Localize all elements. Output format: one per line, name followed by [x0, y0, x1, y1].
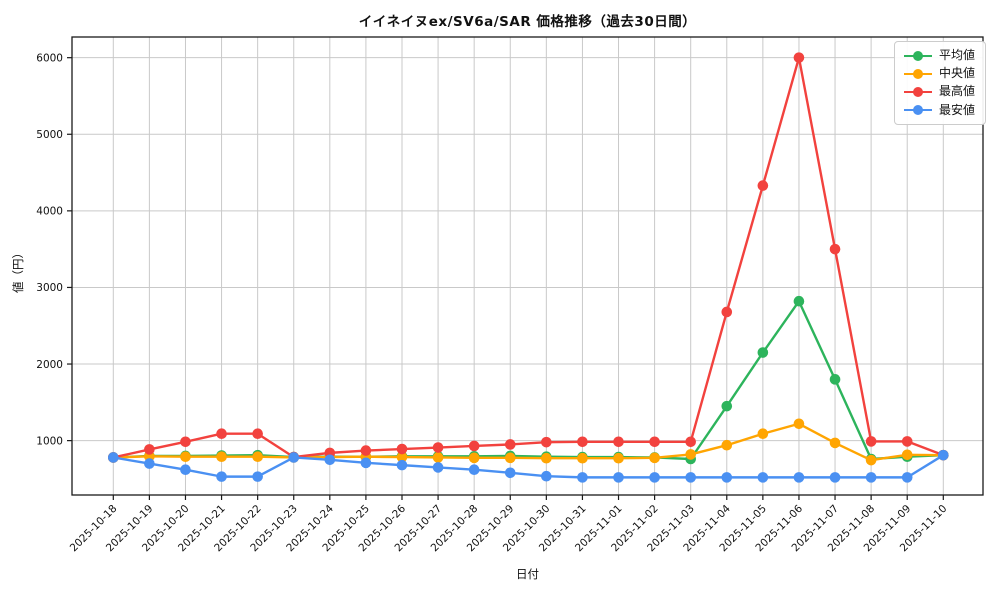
plot-frame	[71, 36, 984, 496]
data-point-lowest	[649, 472, 660, 483]
lowest-line-icon	[903, 105, 932, 116]
data-point-median	[829, 437, 841, 449]
chart-title: イイネイヌex/SV6a/SAR 価格推移（過去30日間）	[358, 14, 697, 30]
data-point-average	[757, 347, 769, 358]
y-tick-label: 3000	[36, 282, 63, 294]
data-point-median	[901, 449, 913, 461]
legend-item-lowest: 最安値	[903, 102, 975, 117]
data-point-highest	[541, 436, 552, 448]
y-tick-label: 6000	[36, 52, 63, 64]
data-point-median	[649, 452, 660, 464]
data-point-lowest	[577, 472, 588, 483]
legend-label-lowest: 最安値	[938, 102, 975, 117]
data-point-median	[180, 451, 191, 463]
data-point-highest	[865, 436, 877, 447]
data-point-median	[685, 449, 696, 460]
data-point-lowest	[829, 472, 841, 483]
legend-item-highest: 最高値	[903, 84, 975, 99]
data-point-median	[577, 452, 588, 464]
data-point-lowest	[288, 452, 300, 463]
data-point-median	[541, 452, 552, 464]
data-point-average	[793, 295, 805, 307]
legend-item-average: 平均値	[903, 48, 975, 62]
data-point-highest	[829, 243, 841, 255]
data-point-lowest	[685, 472, 696, 483]
y-tick-label: 1000	[36, 435, 63, 447]
data-point-median	[613, 452, 624, 464]
y-tick-label: 4000	[36, 206, 63, 218]
series-line-lowest	[112, 453, 945, 479]
data-point-highest	[144, 444, 155, 455]
data-point-lowest	[721, 472, 733, 483]
data-point-median	[252, 451, 263, 463]
legend-label-median: 中央値	[938, 66, 975, 81]
data-point-median	[468, 452, 480, 464]
data-point-lowest	[396, 459, 408, 471]
y-axis-label: 値（円）	[11, 247, 25, 293]
data-point-lowest	[252, 471, 263, 482]
data-point-median	[865, 454, 877, 466]
data-point-lowest	[793, 472, 805, 483]
data-point-lowest	[108, 452, 119, 463]
data-point-highest	[180, 436, 191, 448]
data-point-highest	[504, 439, 516, 450]
data-point-lowest	[216, 471, 227, 482]
data-point-lowest	[613, 472, 624, 483]
median-line-icon	[903, 68, 932, 79]
data-point-lowest	[360, 457, 372, 469]
data-point-median	[757, 428, 769, 440]
legend: 平均値 中央値 最高値 最安値	[893, 41, 986, 125]
data-point-highest	[721, 306, 733, 318]
data-point-highest	[216, 428, 227, 440]
data-point-highest	[685, 436, 696, 448]
data-point-highest	[901, 436, 913, 447]
data-point-highest	[793, 52, 805, 63]
data-point-lowest	[901, 472, 913, 483]
data-point-highest	[252, 428, 263, 440]
data-point-median	[793, 418, 805, 430]
data-point-lowest	[144, 458, 155, 469]
data-point-lowest	[180, 464, 191, 476]
data-point-highest	[613, 436, 624, 448]
legend-item-median: 中央値	[903, 66, 975, 81]
series-line-highest	[112, 56, 945, 459]
y-tick-label: 5000	[36, 129, 63, 141]
data-point-lowest	[432, 462, 444, 473]
data-point-median	[721, 439, 733, 451]
y-tick-label: 2000	[36, 359, 63, 371]
data-point-highest	[432, 442, 444, 453]
data-point-lowest	[324, 454, 336, 466]
data-point-lowest	[938, 449, 949, 461]
data-point-lowest	[865, 472, 877, 483]
data-point-lowest	[468, 464, 480, 476]
data-point-average	[721, 400, 733, 412]
average-line-icon	[903, 50, 932, 61]
highest-line-icon	[903, 86, 932, 97]
x-axis-label: 日付	[516, 567, 539, 581]
data-point-median	[396, 451, 408, 463]
data-point-average	[829, 374, 841, 385]
legend-label-average: 平均値	[938, 48, 975, 62]
data-point-lowest	[757, 472, 769, 483]
data-point-highest	[757, 180, 769, 191]
data-point-highest	[360, 445, 372, 456]
data-point-highest	[396, 443, 408, 455]
data-point-lowest	[541, 470, 552, 482]
data-point-median	[504, 452, 516, 464]
legend-label-highest: 最高値	[938, 84, 975, 99]
data-point-highest	[649, 436, 660, 448]
data-point-highest	[577, 436, 588, 448]
series-line-median	[112, 422, 945, 462]
data-point-median	[432, 452, 444, 463]
data-point-highest	[468, 440, 480, 452]
data-point-lowest	[504, 467, 516, 479]
data-point-median	[216, 451, 227, 463]
series-line-average	[112, 300, 945, 461]
